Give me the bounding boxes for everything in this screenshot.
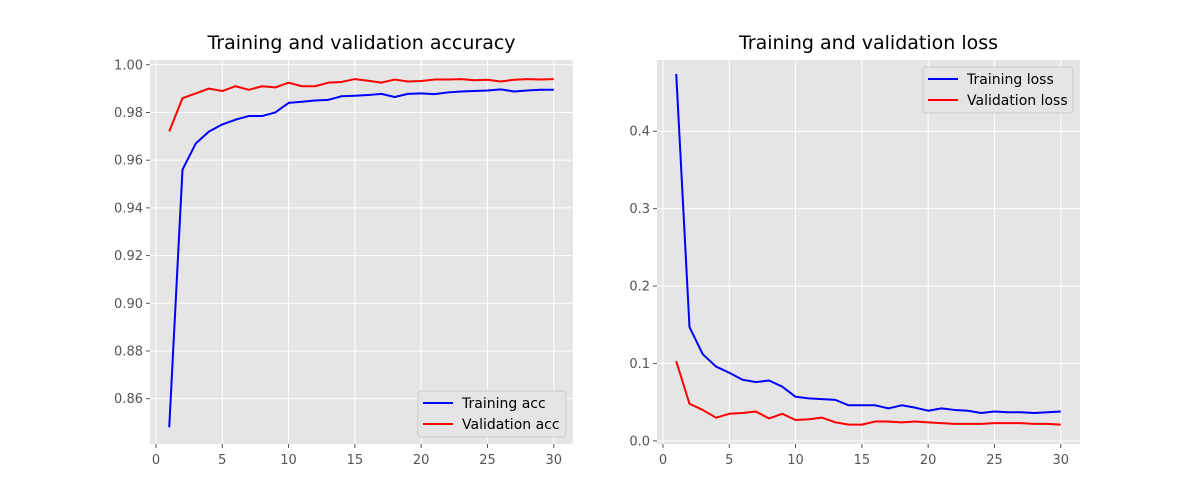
loss-y-tick-label: 0.2 bbox=[629, 280, 650, 295]
loss-series-line-validation bbox=[675, 360, 1061, 426]
accuracy-y-tick-label: 0.94 bbox=[114, 201, 143, 216]
loss-y-tick-label: 0.0 bbox=[629, 434, 650, 449]
loss-chart: 0 5 10 15 20 25 30 0.0 0.1 0.2 0.3 0.4 Training an… bbox=[629, 32, 1080, 468]
loss-chart-title: Training and validation loss bbox=[738, 32, 998, 54]
loss-series-line-training bbox=[675, 73, 1061, 415]
accuracy-x-tick-label: 25 bbox=[479, 453, 496, 468]
loss-x-tick-label: 30 bbox=[1052, 453, 1069, 468]
loss-y-tick-label: 0.3 bbox=[629, 202, 650, 217]
accuracy-x-tick-label: 15 bbox=[347, 453, 364, 468]
accuracy-x-tick-label: 20 bbox=[413, 453, 430, 468]
loss-legend-label: Training loss bbox=[966, 72, 1054, 88]
accuracy-y-tick-label: 0.98 bbox=[114, 106, 143, 121]
loss-x-tick-label: 0 bbox=[659, 453, 667, 468]
accuracy-y-tick-label: 0.86 bbox=[114, 392, 143, 407]
accuracy-y-tick-label: 0.96 bbox=[114, 154, 143, 169]
accuracy-x-axis: 0 5 10 15 20 25 30 bbox=[152, 444, 562, 468]
loss-x-tick-label: 15 bbox=[854, 453, 871, 468]
accuracy-chart: 0 5 10 15 20 25 30 0.86 0.88 0.90 0.92 0.94 0.96 0.9… bbox=[114, 32, 573, 468]
accuracy-legend-label: Training acc bbox=[461, 396, 546, 412]
accuracy-legend-box bbox=[417, 390, 567, 438]
accuracy-series-line-validation bbox=[168, 78, 554, 132]
accuracy-series bbox=[168, 78, 554, 428]
loss-grid bbox=[657, 60, 1080, 444]
loss-legend: Training loss Validation loss bbox=[922, 66, 1074, 114]
accuracy-plot-area bbox=[150, 60, 573, 444]
accuracy-legend: Training acc Validation acc bbox=[417, 390, 567, 438]
accuracy-series-line-training bbox=[168, 88, 554, 428]
loss-y-axis: 0.0 0.1 0.2 0.3 0.4 bbox=[629, 125, 657, 449]
accuracy-x-tick-label: 5 bbox=[218, 453, 226, 468]
loss-x-axis: 0 5 10 15 20 25 30 bbox=[659, 444, 1069, 468]
loss-legend-label: Validation loss bbox=[967, 93, 1068, 109]
loss-y-tick-label: 0.4 bbox=[629, 125, 650, 140]
accuracy-grid bbox=[150, 60, 573, 444]
accuracy-x-tick-label: 30 bbox=[545, 453, 562, 468]
loss-x-tick-label: 20 bbox=[920, 453, 937, 468]
loss-x-tick-label: 10 bbox=[787, 453, 804, 468]
accuracy-legend-label: Validation acc bbox=[462, 417, 560, 433]
accuracy-y-axis: 0.86 0.88 0.90 0.92 0.94 0.96 0.98 1.00 bbox=[114, 58, 150, 407]
accuracy-x-tick-label: 0 bbox=[152, 453, 160, 468]
loss-legend-box bbox=[922, 66, 1074, 114]
loss-plot-area bbox=[657, 60, 1080, 444]
loss-x-tick-label: 25 bbox=[986, 453, 1003, 468]
accuracy-y-tick-label: 1.00 bbox=[114, 58, 143, 73]
accuracy-y-tick-label: 0.92 bbox=[114, 249, 143, 264]
accuracy-y-tick-label: 0.88 bbox=[114, 344, 143, 359]
loss-x-tick-label: 5 bbox=[725, 453, 733, 468]
accuracy-chart-title: Training and validation accuracy bbox=[206, 32, 515, 54]
loss-y-tick-label: 0.1 bbox=[629, 357, 650, 372]
accuracy-y-tick-label: 0.90 bbox=[114, 297, 143, 312]
accuracy-x-tick-label: 10 bbox=[280, 453, 297, 468]
loss-series bbox=[675, 73, 1061, 426]
